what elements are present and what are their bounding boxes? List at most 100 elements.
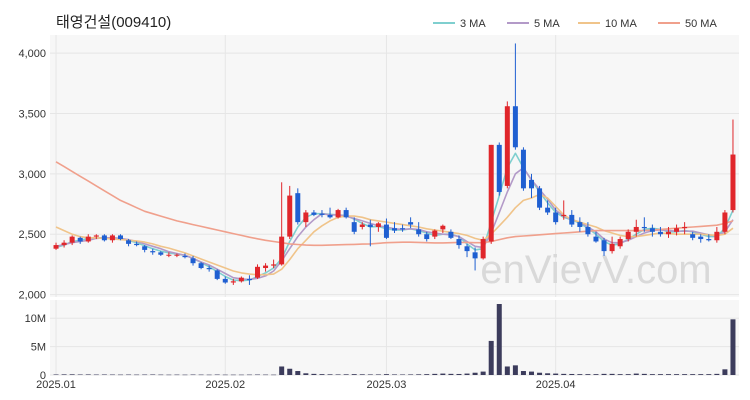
candle: [706, 234, 712, 242]
volume-bar: [85, 374, 91, 375]
volume-bar: [649, 374, 655, 375]
candle: [367, 219, 373, 247]
legend-item: 5 MA: [507, 18, 560, 30]
candle: [158, 251, 164, 256]
candle: [682, 222, 688, 235]
candle: [416, 222, 422, 237]
candle: [698, 234, 704, 243]
price-tick-label: 4,000: [18, 48, 46, 60]
candle: [351, 217, 357, 235]
date-tick-label: 2025.04: [536, 379, 576, 391]
candle: [529, 173, 534, 198]
candle: [182, 253, 188, 259]
svg-text:5 MA: 5 MA: [534, 18, 560, 30]
volume-bar: [279, 366, 285, 375]
candle: [601, 237, 607, 256]
volume-bar: [416, 374, 422, 375]
volume-bar: [625, 374, 631, 375]
volume-bar: [101, 374, 107, 375]
candle: [311, 210, 317, 217]
volume-bar: [375, 374, 381, 375]
chart-title: 태영건설(009410): [56, 14, 171, 31]
volume-bar: [520, 371, 526, 375]
volume-bar: [230, 374, 236, 376]
candle: [77, 236, 83, 244]
volume-bar: [545, 373, 551, 375]
candle: [400, 224, 406, 232]
candle: [424, 231, 430, 242]
volume-bar: [561, 373, 567, 375]
volume-bar: [585, 374, 591, 375]
candle: [174, 253, 180, 258]
candle: [53, 242, 59, 250]
legend-item: 3 MA: [433, 18, 486, 30]
candle: [214, 269, 220, 281]
volume-bar: [698, 374, 704, 375]
volume-bar: [512, 365, 518, 375]
price-tick-label: 3,500: [18, 108, 46, 120]
volume-bar: [351, 374, 357, 375]
candle: [488, 144, 494, 244]
candle: [657, 226, 663, 237]
volume-bar: [392, 374, 397, 375]
volume-bar: [424, 374, 430, 375]
candle: [585, 222, 591, 237]
candle: [649, 224, 655, 237]
candle: [327, 207, 333, 219]
candle: [561, 200, 567, 220]
price-panel: [50, 35, 739, 297]
candle: [109, 234, 115, 243]
volume-bar: [504, 366, 510, 375]
candle: [61, 240, 67, 248]
candle: [440, 224, 446, 234]
volume-bar: [118, 374, 123, 376]
volume-bar: [609, 373, 615, 375]
candle: [666, 226, 671, 238]
candle: [279, 182, 285, 266]
candle: [335, 208, 341, 219]
volume-bar: [593, 374, 599, 375]
candle: [126, 239, 132, 247]
volume-bar: [158, 374, 164, 376]
candle: [633, 219, 639, 237]
candle: [190, 255, 196, 266]
candle: [480, 236, 486, 260]
volume-bar: [690, 374, 696, 375]
price-tick-label: 2,500: [18, 229, 46, 241]
volume-bar: [448, 373, 454, 375]
candle: [504, 101, 510, 189]
volume-axis: 0 5M 10M: [25, 313, 46, 382]
volume-bar: [682, 374, 688, 375]
volume-bar: [255, 374, 260, 376]
svg-text:50 MA: 50 MA: [685, 18, 717, 30]
candle: [577, 217, 583, 232]
volume-bar: [271, 374, 277, 376]
candle: [198, 261, 204, 270]
candle: [553, 207, 559, 225]
candle: [319, 210, 325, 218]
volume-bar: [529, 371, 534, 375]
candle: [617, 236, 623, 249]
volume-bar: [674, 374, 680, 375]
ma-line-50-ma: [55, 161, 734, 247]
candle: [714, 226, 720, 243]
candle: [520, 147, 526, 191]
volume-bar: [263, 374, 269, 376]
date-tick-label: 2025.03: [367, 379, 407, 391]
price-tick-label: 2,000: [18, 290, 46, 302]
candle: [625, 229, 631, 242]
volume-bar: [166, 374, 172, 376]
date-tick-label: 2025.02: [205, 379, 245, 391]
volume-bar: [400, 374, 406, 375]
candlesticks: [53, 43, 736, 285]
volume-bar: [496, 304, 502, 375]
volume-bar: [537, 372, 543, 375]
volume-bar: [182, 374, 188, 376]
volume-bar: [61, 374, 67, 375]
volume-bar: [303, 373, 309, 375]
candle: [150, 248, 156, 255]
volume-bar: [464, 373, 470, 375]
volume-bar: [488, 340, 494, 375]
volume-bar: [150, 374, 156, 375]
